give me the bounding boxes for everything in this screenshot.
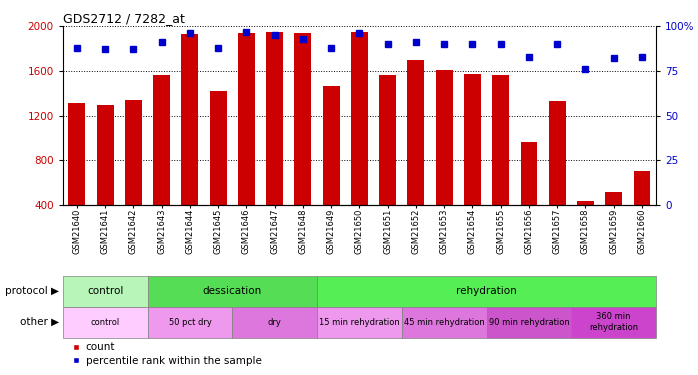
Text: other ▶: other ▶	[20, 317, 59, 327]
Bar	[402, 307, 487, 338]
Text: 360 min
rehydration: 360 min rehydration	[589, 312, 638, 332]
Bar	[232, 307, 317, 338]
Bar	[521, 142, 537, 205]
Bar	[147, 307, 232, 338]
Text: 90 min rehydration: 90 min rehydration	[489, 318, 570, 327]
Text: rehydration: rehydration	[456, 286, 517, 296]
Bar	[125, 100, 142, 205]
Text: control: control	[87, 286, 124, 296]
Bar	[266, 32, 283, 205]
Bar	[487, 307, 572, 338]
Bar	[605, 192, 622, 205]
Bar	[322, 87, 340, 205]
Bar	[379, 75, 396, 205]
Bar	[572, 307, 656, 338]
Bar	[181, 34, 198, 205]
Bar	[63, 276, 147, 307]
Text: 15 min rehydration: 15 min rehydration	[319, 318, 400, 327]
Bar	[549, 101, 565, 205]
Bar	[317, 276, 656, 307]
Bar	[492, 75, 510, 205]
Bar	[464, 74, 481, 205]
Bar	[577, 201, 594, 205]
Bar	[63, 307, 147, 338]
Bar	[634, 171, 651, 205]
Bar	[68, 103, 85, 205]
Text: dry: dry	[268, 318, 282, 327]
Text: 50 pct dry: 50 pct dry	[168, 318, 211, 327]
Text: GDS2712 / 7282_at: GDS2712 / 7282_at	[63, 12, 185, 25]
Bar	[97, 105, 114, 205]
Text: 45 min rehydration: 45 min rehydration	[404, 318, 484, 327]
Bar	[238, 33, 255, 205]
Bar	[295, 33, 311, 205]
Text: control: control	[91, 318, 120, 327]
Bar	[147, 276, 317, 307]
Text: dessication: dessication	[202, 286, 262, 296]
Bar	[154, 75, 170, 205]
Bar	[317, 307, 402, 338]
Bar	[436, 70, 453, 205]
Text: protocol ▶: protocol ▶	[6, 286, 59, 296]
Bar	[209, 91, 227, 205]
Legend: count, percentile rank within the sample: count, percentile rank within the sample	[68, 338, 266, 370]
Bar	[408, 60, 424, 205]
Bar	[351, 32, 368, 205]
